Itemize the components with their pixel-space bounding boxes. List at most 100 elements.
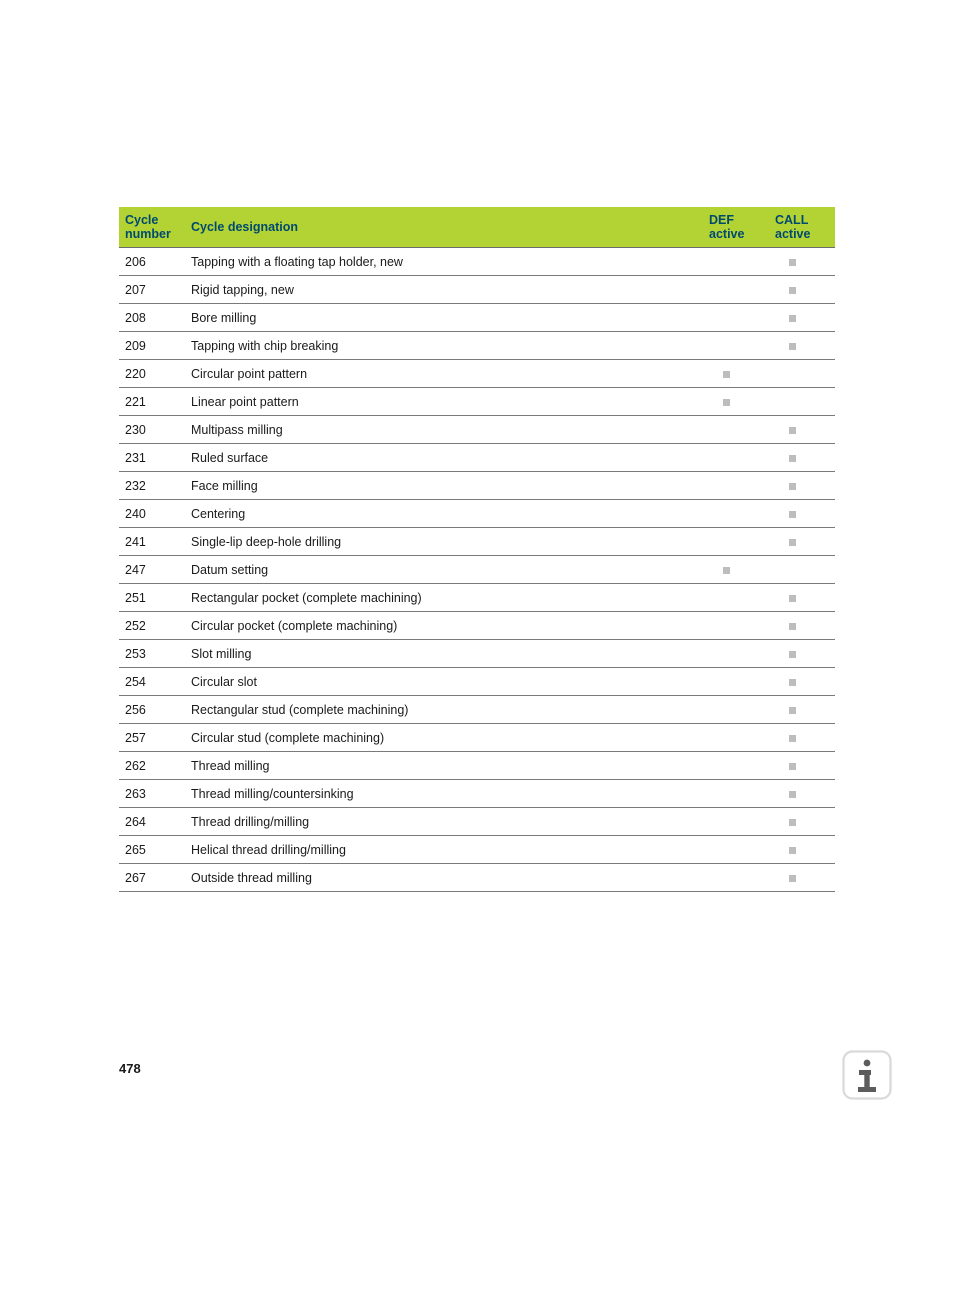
active-marker-icon [789,343,796,350]
table-row: 252Circular pocket (complete machining) [119,611,835,639]
cell-call-active [769,499,835,527]
active-marker-icon [723,567,730,574]
cell-cycle-number: 262 [119,751,185,779]
cell-cycle-designation: Tapping with a floating tap holder, new [185,247,703,275]
cell-def-active [703,555,769,583]
cell-cycle-number: 265 [119,835,185,863]
cell-call-active [769,247,835,275]
cycle-overview-table: Cycle number Cycle designation DEF activ… [119,207,835,892]
cell-def-active [703,387,769,415]
cell-call-active [769,303,835,331]
cell-def-active [703,695,769,723]
cell-cycle-designation: Multipass milling [185,415,703,443]
active-marker-icon [789,791,796,798]
cell-cycle-number: 264 [119,807,185,835]
active-marker-icon [723,371,730,378]
cell-def-active [703,723,769,751]
cell-cycle-number: 232 [119,471,185,499]
info-icon [842,1050,892,1100]
cell-call-active [769,751,835,779]
table-row: 262Thread milling [119,751,835,779]
cell-def-active [703,499,769,527]
cell-cycle-number: 252 [119,611,185,639]
table-row: 207Rigid tapping, new [119,275,835,303]
cell-cycle-number: 240 [119,499,185,527]
page-number: 478 [119,1061,141,1076]
cell-cycle-designation: Face milling [185,471,703,499]
header-def-active: DEF active [703,207,769,247]
table-row: 230Multipass milling [119,415,835,443]
active-marker-icon [789,651,796,658]
active-marker-icon [789,847,796,854]
cell-call-active [769,471,835,499]
table-row: 221Linear point pattern [119,387,835,415]
cell-call-active [769,331,835,359]
cell-cycle-number: 220 [119,359,185,387]
cell-call-active [769,443,835,471]
cell-call-active [769,275,835,303]
cell-call-active [769,667,835,695]
cell-def-active [703,667,769,695]
header-cycle-designation: Cycle designation [185,207,703,247]
cell-def-active [703,471,769,499]
cell-call-active [769,807,835,835]
active-marker-icon [789,511,796,518]
cell-def-active [703,835,769,863]
cell-cycle-number: 209 [119,331,185,359]
cell-cycle-designation: Circular stud (complete machining) [185,723,703,751]
active-marker-icon [789,595,796,602]
table-row: 232Face milling [119,471,835,499]
cell-cycle-designation: Datum setting [185,555,703,583]
cell-def-active [703,415,769,443]
table-row: 206Tapping with a floating tap holder, n… [119,247,835,275]
cell-cycle-number: 221 [119,387,185,415]
cell-def-active [703,527,769,555]
cell-cycle-number: 247 [119,555,185,583]
cell-cycle-number: 256 [119,695,185,723]
cell-cycle-number: 257 [119,723,185,751]
table-row: 241Single-lip deep-hole drilling [119,527,835,555]
cell-cycle-designation: Circular point pattern [185,359,703,387]
cell-cycle-designation: Circular slot [185,667,703,695]
cell-def-active [703,863,769,891]
cell-cycle-number: 207 [119,275,185,303]
header-def-l1: DEF [709,213,734,227]
cell-def-active [703,331,769,359]
cell-call-active [769,863,835,891]
active-marker-icon [789,707,796,714]
active-marker-icon [789,427,796,434]
cell-call-active [769,695,835,723]
active-marker-icon [789,679,796,686]
cell-call-active [769,779,835,807]
table-row: 265Helical thread drilling/milling [119,835,835,863]
cell-def-active [703,611,769,639]
cell-call-active [769,359,835,387]
table-row: 256Rectangular stud (complete machining) [119,695,835,723]
cell-cycle-designation: Slot milling [185,639,703,667]
cell-cycle-designation: Thread milling/countersinking [185,779,703,807]
table-row: 267Outside thread milling [119,863,835,891]
cell-call-active [769,639,835,667]
cell-def-active [703,443,769,471]
cell-cycle-designation: Rectangular stud (complete machining) [185,695,703,723]
cell-cycle-number: 253 [119,639,185,667]
cell-call-active [769,527,835,555]
cell-def-active [703,359,769,387]
table-row: 253Slot milling [119,639,835,667]
header-def-l2: active [709,227,744,241]
active-marker-icon [789,539,796,546]
table-row: 208Bore milling [119,303,835,331]
table-row: 257Circular stud (complete machining) [119,723,835,751]
table-row: 240Centering [119,499,835,527]
header-call-l1: CALL [775,213,808,227]
table-row: 251Rectangular pocket (complete machinin… [119,583,835,611]
cell-cycle-designation: Rectangular pocket (complete machining) [185,583,703,611]
table-row: 209Tapping with chip breaking [119,331,835,359]
cell-cycle-number: 267 [119,863,185,891]
cell-def-active [703,583,769,611]
table-header-row: Cycle number Cycle designation DEF activ… [119,207,835,247]
cell-cycle-designation: Thread milling [185,751,703,779]
cell-cycle-designation: Ruled surface [185,443,703,471]
cell-cycle-number: 241 [119,527,185,555]
cell-cycle-designation: Circular pocket (complete machining) [185,611,703,639]
